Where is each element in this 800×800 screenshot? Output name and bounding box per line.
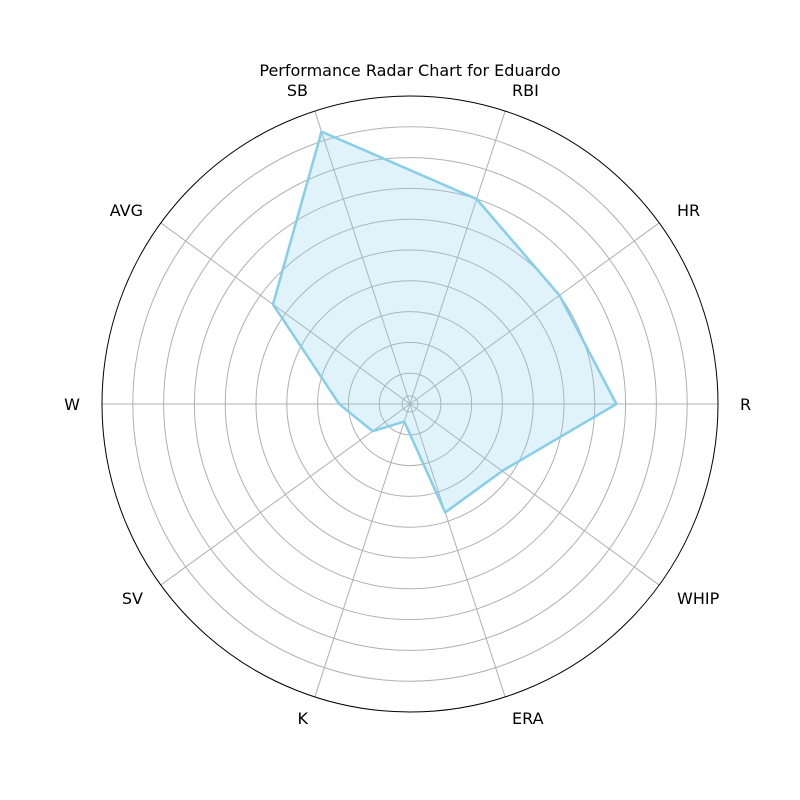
grid-spoke-era (409, 403, 506, 698)
grid-spoke-sb (314, 110, 411, 405)
grid-spokes (102, 110, 718, 698)
outer-frame (101, 95, 719, 713)
chart-title: Performance Radar Chart for Eduardo (259, 61, 560, 80)
grid-spoke-rbi (409, 110, 506, 405)
axis-label-era: ERA (512, 709, 544, 728)
grid-spoke-hr (409, 222, 660, 405)
grid-spoke-k (314, 403, 411, 698)
grid-spoke-whip (409, 403, 660, 586)
axis-label-rbi: RBI (512, 81, 539, 100)
series-area (273, 131, 617, 513)
axis-label-w: W (64, 395, 80, 414)
axis-label-k: K (298, 709, 309, 728)
series-eduardo (271, 130, 618, 514)
axis-label-sv: SV (122, 589, 143, 608)
axis-label-whip: WHIP (677, 589, 720, 608)
axis-label-sb: SB (287, 81, 308, 100)
axis-label-hr: HR (677, 201, 700, 220)
grid-spoke-sv (160, 403, 411, 586)
axis-label-avg: AVG (110, 201, 143, 220)
axis-label-r: R (740, 395, 751, 414)
axis-labels: R HR RBI SB AVG W SV K ERA WHIP (64, 81, 751, 728)
grid-spoke-avg (160, 222, 411, 405)
